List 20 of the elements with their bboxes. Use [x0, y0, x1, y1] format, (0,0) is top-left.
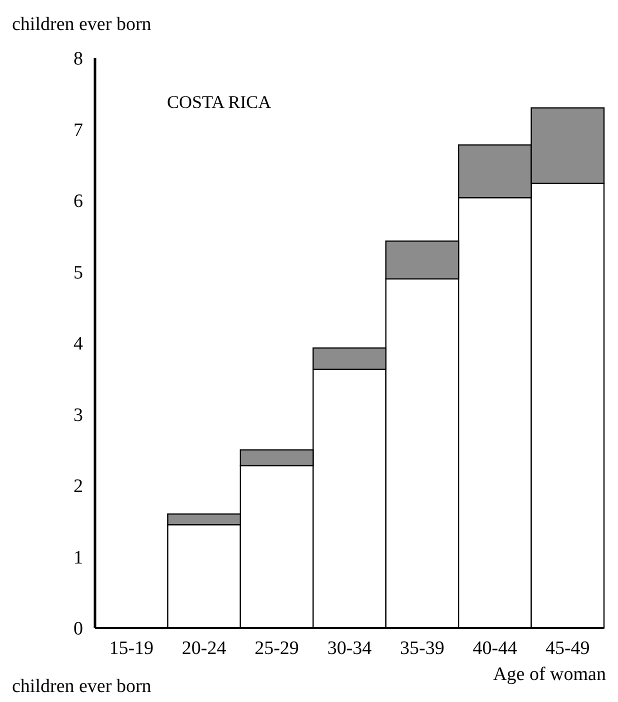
- text: COSTA RICA: [167, 92, 272, 112]
- x-tick-label: 45-49: [545, 638, 590, 659]
- x-tick-label: 35-39: [400, 638, 444, 659]
- y-tick-label: 1: [74, 547, 83, 568]
- x-tick-label: 30-34: [327, 638, 372, 659]
- y-tick-label: 3: [74, 404, 83, 426]
- y-tick-label: 4: [74, 334, 84, 355]
- x-tick-label: 20-24: [182, 638, 227, 659]
- y-tick-label: 8: [74, 48, 83, 70]
- text: children ever born: [12, 676, 152, 697]
- y-axis-title: children ever born: [12, 14, 152, 35]
- y-tick-label: 2: [74, 476, 83, 498]
- y-tick-label: 6: [74, 191, 83, 212]
- x-tick-label: 40-44: [472, 638, 518, 659]
- x-tick-label: 25-29: [254, 638, 299, 659]
- y-tick-label: 5: [74, 262, 83, 284]
- x-tick-label: 15-19: [109, 638, 154, 659]
- x-axis-title: Age of woman: [493, 664, 606, 685]
- y-tick-label: 7: [74, 120, 83, 141]
- y-tick-label: 0: [74, 618, 83, 640]
